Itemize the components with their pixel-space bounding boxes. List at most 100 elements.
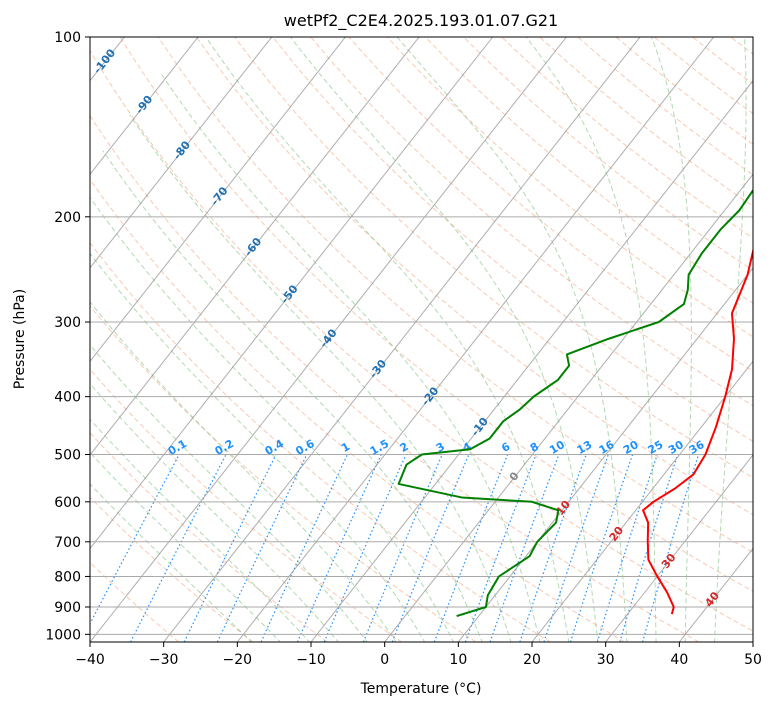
mixing-ratio-line (130, 454, 227, 642)
dry-adiabat (90, 368, 403, 642)
isotherm (678, 547, 753, 642)
dry-adiabat (90, 496, 254, 642)
x-tick-label: 0 (380, 652, 389, 668)
y-tick-label: 1000 (45, 627, 81, 643)
dry-adiabat (234, 37, 753, 479)
moist-adiabat (90, 252, 426, 642)
isotherm (531, 360, 753, 642)
x-tick-label: −30 (149, 652, 179, 668)
dry-adiabat (348, 37, 753, 372)
mixing-ratio-line (90, 454, 180, 625)
y-tick-label: 400 (54, 390, 81, 406)
isotherm-label: -40 (317, 326, 340, 350)
isotherm (90, 37, 494, 550)
x-tick-label: 10 (449, 652, 467, 668)
mixing-ratio-line (596, 454, 658, 642)
dry-adiabat (119, 37, 753, 592)
moist-adiabat (205, 37, 570, 642)
x-axis-title: Temperature (°C) (360, 681, 482, 697)
isotherm-label: -20 (419, 384, 442, 408)
mixing-ratio-line (323, 454, 407, 642)
mixing-ratio-line (433, 454, 509, 642)
dry-adiabat (463, 37, 753, 272)
mixing-ratio-line (183, 454, 277, 642)
moist-adiabat (396, 37, 628, 642)
mixing-ratio-line (642, 454, 700, 642)
dry-adiabat (195, 37, 753, 516)
dry-adiabat (386, 37, 753, 338)
isotherm-label: -30 (367, 357, 390, 381)
x-tick-label: 50 (744, 652, 762, 668)
moist-adiabats (90, 37, 747, 642)
isotherm (752, 641, 753, 642)
moist-adiabat (90, 344, 368, 642)
isotherm-label: 20 (607, 524, 627, 544)
y-tick-label: 700 (54, 535, 81, 551)
y-axis-title: Pressure (hPa) (12, 289, 28, 389)
dry-adiabat (90, 561, 180, 642)
mixing-ratio-line (543, 454, 609, 642)
mixing-ratio-label: 2 (398, 440, 411, 455)
plot-frame (89, 36, 754, 643)
isotherms (90, 37, 753, 642)
mixing-ratio-line (260, 454, 348, 642)
dry-adiabat (90, 242, 551, 642)
mixing-ratio-line (569, 454, 634, 642)
moist-adiabat (90, 196, 454, 642)
isotherm (90, 37, 567, 642)
x-axis: −40 −30 −20 −10 0 10 20 30 40 50 (75, 642, 762, 668)
isotherm-label: -80 (171, 138, 194, 162)
dry-adiabat (90, 178, 625, 642)
x-tick-label: 30 (597, 652, 615, 668)
moist-adiabat (160, 72, 541, 642)
y-tick-label: 500 (54, 448, 81, 464)
y-axis: 100 200 300 400 500 600 700 800 900 1000 (45, 30, 90, 643)
mixing-ratio-label: 1 (339, 440, 352, 455)
mixing-ratio-line (216, 454, 308, 642)
y-tick-label: 200 (54, 210, 81, 226)
isotherm-label: 0 (507, 469, 522, 483)
moist-adiabat (90, 418, 311, 642)
dry-adiabat (90, 305, 477, 642)
isotherm (384, 173, 753, 642)
y-tick-label: 900 (54, 600, 81, 616)
dry-adiabat (769, 37, 775, 642)
chart-title: wetPf2_C2E4.2025.193.01.07.G21 (284, 11, 558, 31)
isotherm (310, 79, 753, 642)
isotherm-label: -90 (133, 93, 156, 117)
isotherm-label: -10 (469, 415, 492, 439)
isotherm-label: -100 (91, 46, 118, 76)
x-tick-label: 40 (670, 652, 688, 668)
moist-adiabat (650, 37, 692, 642)
isotherm (90, 37, 199, 176)
y-tick-label: 800 (54, 569, 81, 585)
mixing-ratio-lines (90, 454, 700, 642)
moist-adiabat (714, 37, 747, 642)
isotherm (90, 37, 346, 363)
isotherm-label: -50 (278, 282, 301, 306)
plot-area: 0.1 0.2 0.4 0.6 1 1.5 2 3 4 6 8 10 13 16 20 25 30 36-100-… (90, 37, 775, 642)
line-labels: 0.1 0.2 0.4 0.6 1 1.5 2 3 4 6 8 10 13 16 20 25 30 36-100-… (91, 46, 722, 609)
moist-adiabat (102, 150, 483, 642)
dry-adiabat (310, 37, 753, 407)
mixing-ratio-line (619, 454, 679, 642)
mixing-ratio-label: 8 (528, 440, 541, 455)
dewpoint-profile (397, 188, 753, 618)
dry-adiabats (90, 37, 775, 642)
moist-adiabat (90, 483, 252, 642)
x-tick-label: −10 (296, 652, 326, 668)
x-tick-label: −40 (75, 652, 105, 668)
isotherm (90, 37, 420, 456)
mixing-ratio-line (489, 454, 560, 642)
moist-adiabat (525, 37, 657, 642)
temperature-profile (642, 246, 753, 615)
mixing-ratio-line (296, 454, 382, 642)
isotherm (236, 37, 715, 642)
mixing-ratio-line (391, 454, 470, 642)
dry-adiabat (90, 49, 753, 632)
mixing-ratio-line (519, 454, 587, 642)
isotherm-label: 30 (659, 551, 679, 571)
dry-adiabat (90, 114, 700, 642)
moist-adiabat (90, 382, 339, 642)
